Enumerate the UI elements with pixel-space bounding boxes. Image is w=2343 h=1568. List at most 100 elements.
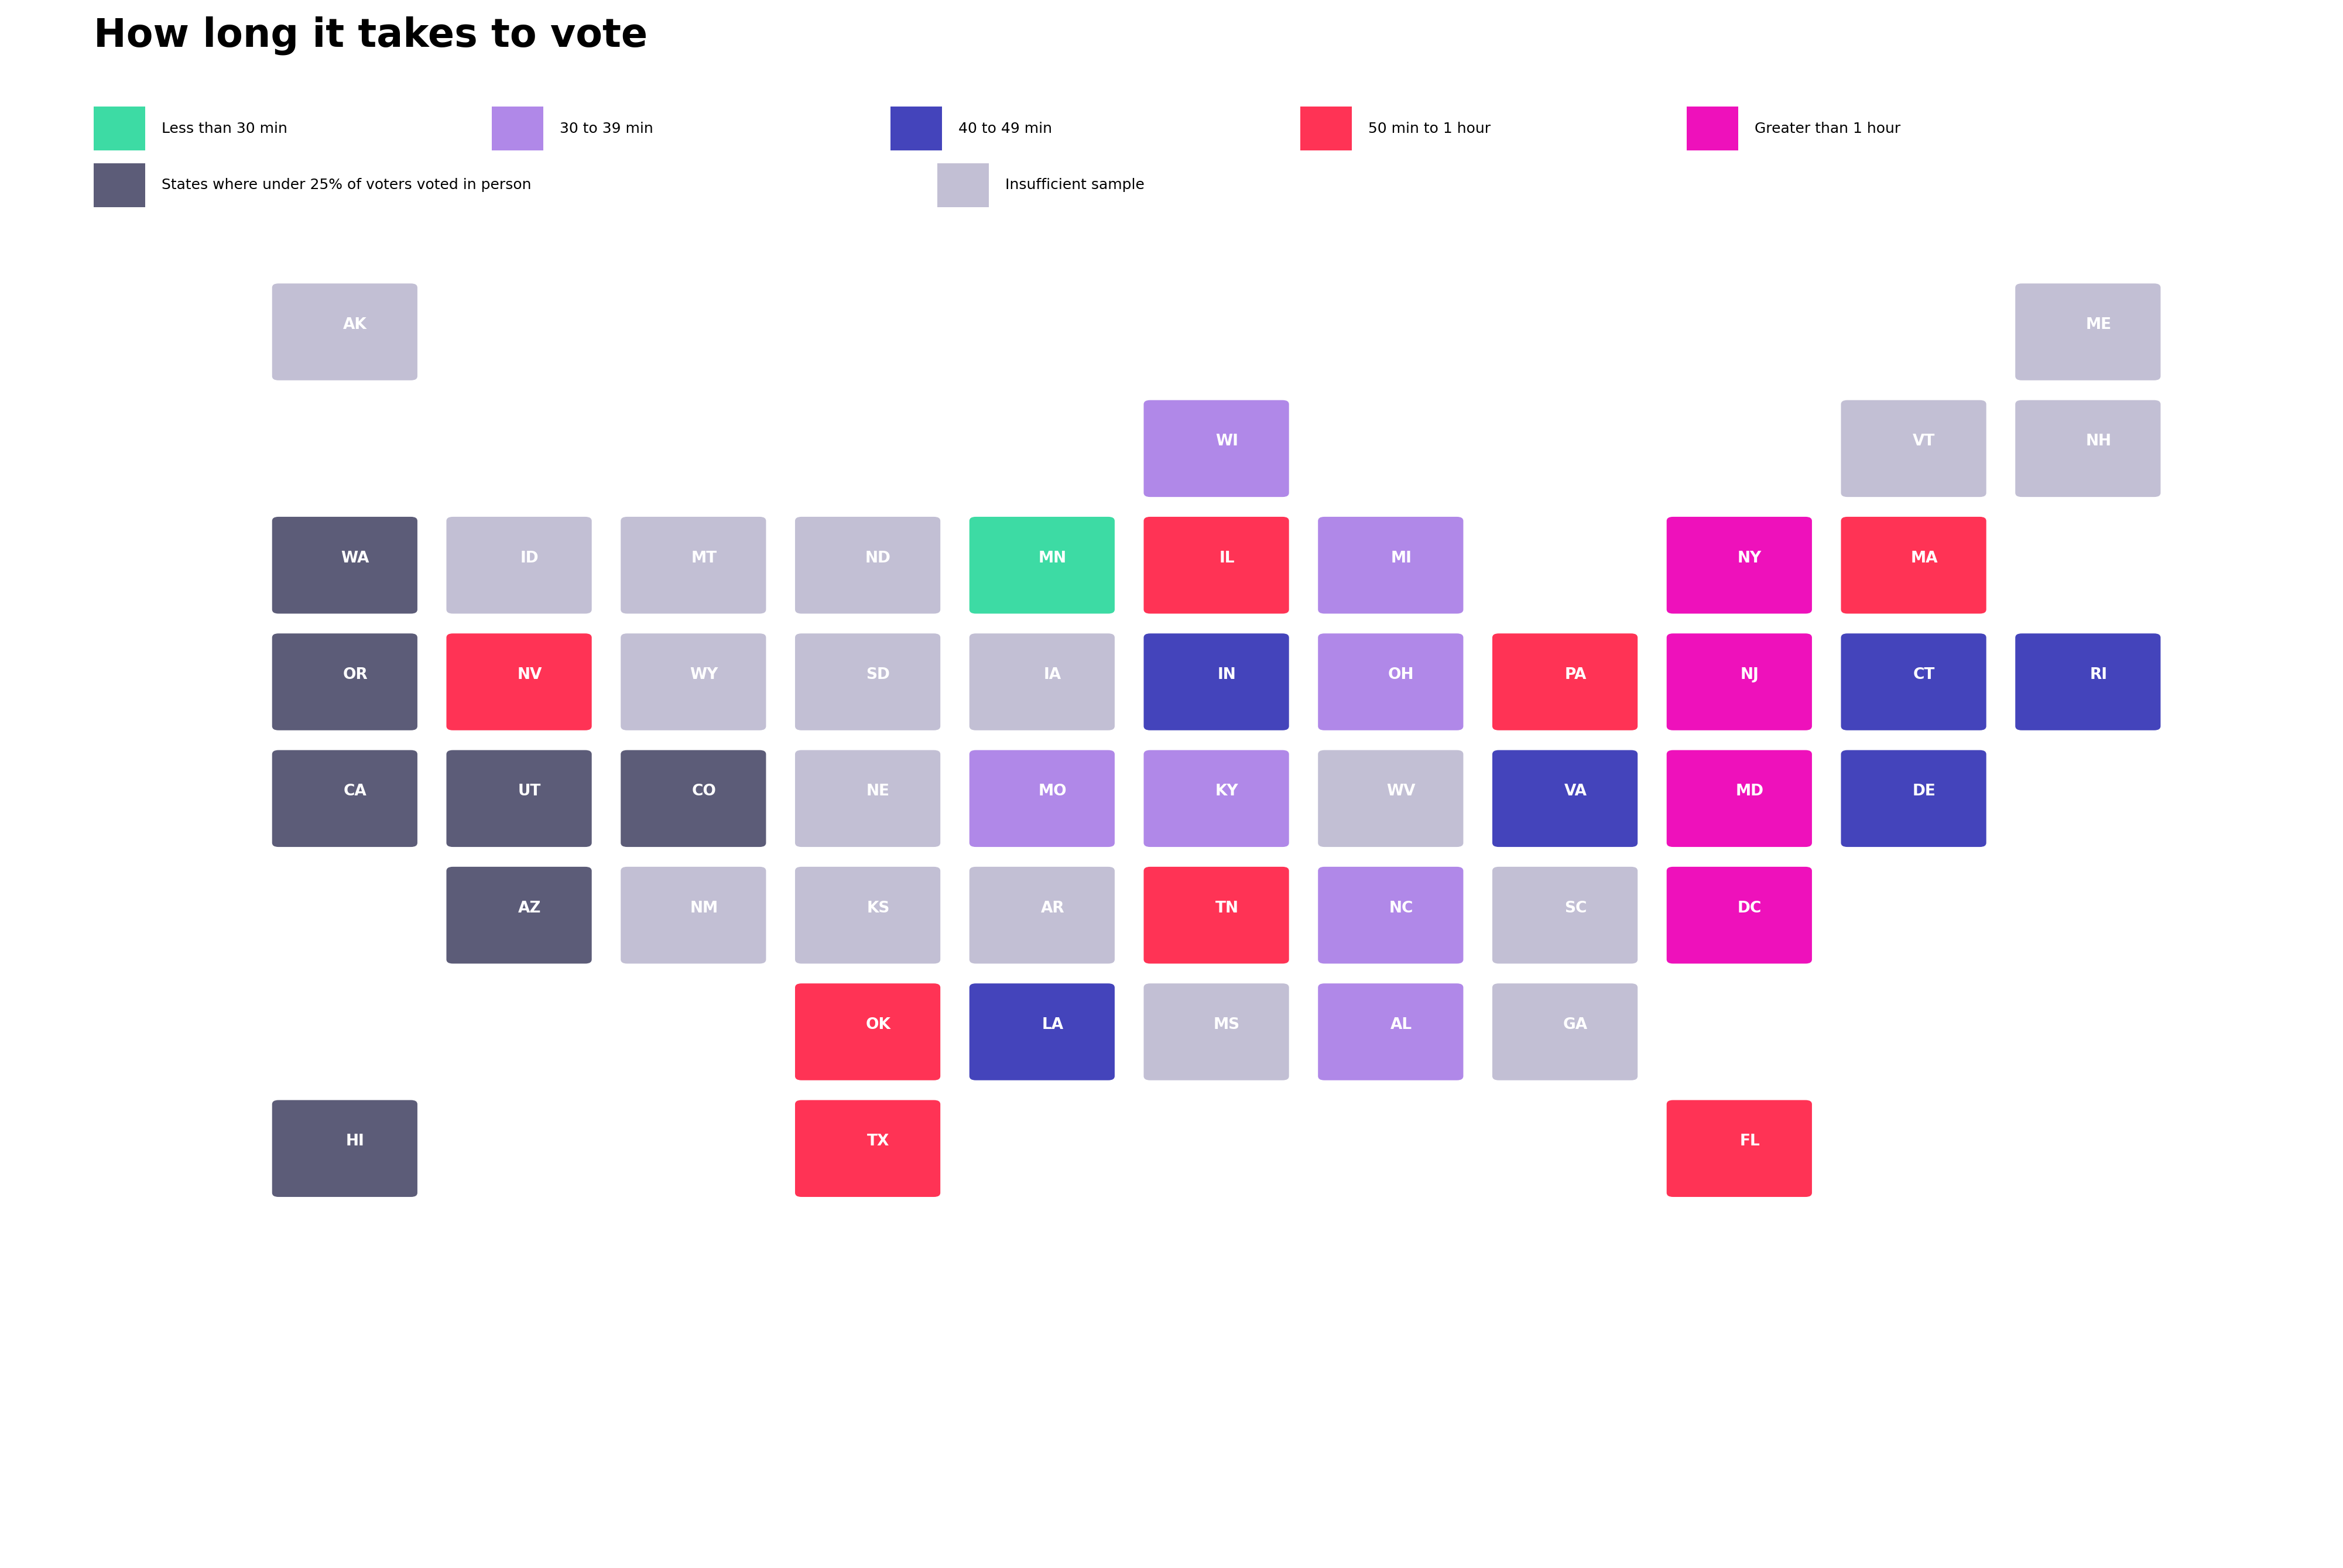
- FancyBboxPatch shape: [1317, 866, 1464, 964]
- Text: IL: IL: [1218, 550, 1235, 566]
- Text: WI: WI: [1216, 434, 1237, 448]
- Text: CT: CT: [1914, 668, 1935, 682]
- FancyBboxPatch shape: [1492, 633, 1638, 731]
- FancyBboxPatch shape: [2015, 400, 2160, 497]
- Text: IA: IA: [1043, 668, 1061, 682]
- Text: NY: NY: [1739, 550, 1762, 566]
- FancyBboxPatch shape: [445, 516, 593, 615]
- FancyBboxPatch shape: [968, 983, 1115, 1080]
- FancyBboxPatch shape: [1666, 750, 1813, 848]
- FancyBboxPatch shape: [968, 866, 1115, 964]
- Text: MO: MO: [1038, 784, 1066, 800]
- Text: WY: WY: [689, 668, 717, 682]
- FancyBboxPatch shape: [794, 750, 942, 848]
- FancyBboxPatch shape: [1666, 633, 1813, 731]
- Text: MA: MA: [1910, 550, 1938, 566]
- FancyBboxPatch shape: [621, 516, 766, 615]
- Text: ID: ID: [520, 550, 539, 566]
- Text: MN: MN: [1038, 550, 1066, 566]
- FancyBboxPatch shape: [1492, 866, 1638, 964]
- FancyBboxPatch shape: [794, 866, 942, 964]
- Text: RI: RI: [2090, 668, 2106, 682]
- FancyBboxPatch shape: [794, 1099, 942, 1198]
- FancyBboxPatch shape: [1317, 633, 1464, 731]
- FancyBboxPatch shape: [1143, 516, 1289, 615]
- Text: Less than 30 min: Less than 30 min: [162, 122, 288, 135]
- Text: NC: NC: [1389, 900, 1413, 916]
- FancyBboxPatch shape: [794, 633, 942, 731]
- FancyBboxPatch shape: [621, 866, 766, 964]
- Text: AK: AK: [344, 317, 368, 332]
- FancyBboxPatch shape: [445, 750, 593, 848]
- Text: LA: LA: [1043, 1018, 1064, 1032]
- Text: MD: MD: [1736, 784, 1764, 800]
- FancyBboxPatch shape: [1143, 633, 1289, 731]
- Text: OK: OK: [865, 1018, 890, 1032]
- FancyBboxPatch shape: [621, 633, 766, 731]
- Text: MT: MT: [691, 550, 717, 566]
- FancyBboxPatch shape: [1143, 750, 1289, 848]
- FancyBboxPatch shape: [445, 633, 593, 731]
- FancyBboxPatch shape: [272, 516, 417, 615]
- FancyBboxPatch shape: [1317, 516, 1464, 615]
- FancyBboxPatch shape: [94, 107, 145, 151]
- FancyBboxPatch shape: [2015, 633, 2160, 731]
- FancyBboxPatch shape: [1492, 750, 1638, 848]
- Text: NH: NH: [2085, 434, 2111, 448]
- Text: KS: KS: [867, 900, 890, 916]
- Text: States where under 25% of voters voted in person: States where under 25% of voters voted i…: [162, 179, 532, 191]
- FancyBboxPatch shape: [968, 516, 1115, 615]
- FancyBboxPatch shape: [1666, 516, 1813, 615]
- Text: VA: VA: [1565, 784, 1586, 800]
- FancyBboxPatch shape: [1317, 983, 1464, 1080]
- FancyBboxPatch shape: [272, 750, 417, 848]
- FancyBboxPatch shape: [1143, 983, 1289, 1080]
- Text: SC: SC: [1565, 900, 1586, 916]
- Text: UT: UT: [518, 784, 541, 800]
- FancyBboxPatch shape: [937, 163, 989, 207]
- Text: FL: FL: [1739, 1134, 1760, 1149]
- FancyBboxPatch shape: [1492, 983, 1638, 1080]
- Text: Insufficient sample: Insufficient sample: [1005, 179, 1143, 191]
- Text: TN: TN: [1216, 900, 1239, 916]
- FancyBboxPatch shape: [272, 1099, 417, 1198]
- Text: ME: ME: [2085, 317, 2111, 332]
- Text: 30 to 39 min: 30 to 39 min: [560, 122, 654, 135]
- Text: AR: AR: [1040, 900, 1064, 916]
- Text: TX: TX: [867, 1134, 890, 1149]
- Text: DE: DE: [1912, 784, 1935, 800]
- FancyBboxPatch shape: [1687, 107, 1739, 151]
- FancyBboxPatch shape: [1839, 633, 1987, 731]
- Text: VT: VT: [1912, 434, 1935, 448]
- FancyBboxPatch shape: [794, 983, 942, 1080]
- Text: WA: WA: [342, 550, 370, 566]
- FancyBboxPatch shape: [794, 516, 942, 615]
- Text: MI: MI: [1392, 550, 1410, 566]
- FancyBboxPatch shape: [1317, 750, 1464, 848]
- Text: OH: OH: [1387, 668, 1415, 682]
- Text: WV: WV: [1387, 784, 1415, 800]
- Text: CO: CO: [691, 784, 717, 800]
- FancyBboxPatch shape: [1839, 400, 1987, 497]
- Text: Greater than 1 hour: Greater than 1 hour: [1755, 122, 1900, 135]
- Text: AL: AL: [1389, 1018, 1413, 1032]
- Text: 40 to 49 min: 40 to 49 min: [958, 122, 1052, 135]
- FancyBboxPatch shape: [272, 282, 417, 381]
- Text: 50 min to 1 hour: 50 min to 1 hour: [1368, 122, 1490, 135]
- Text: NV: NV: [518, 668, 541, 682]
- Text: KY: KY: [1216, 784, 1239, 800]
- FancyBboxPatch shape: [272, 633, 417, 731]
- FancyBboxPatch shape: [968, 633, 1115, 731]
- Text: IN: IN: [1218, 668, 1237, 682]
- Text: CA: CA: [344, 784, 368, 800]
- FancyBboxPatch shape: [1666, 866, 1813, 964]
- FancyBboxPatch shape: [621, 750, 766, 848]
- Text: HI: HI: [347, 1134, 366, 1149]
- FancyBboxPatch shape: [968, 750, 1115, 848]
- Text: AZ: AZ: [518, 900, 541, 916]
- Text: MS: MS: [1214, 1018, 1239, 1032]
- Text: GA: GA: [1563, 1018, 1589, 1032]
- FancyBboxPatch shape: [1839, 516, 1987, 615]
- Text: SD: SD: [867, 668, 890, 682]
- FancyBboxPatch shape: [445, 866, 593, 964]
